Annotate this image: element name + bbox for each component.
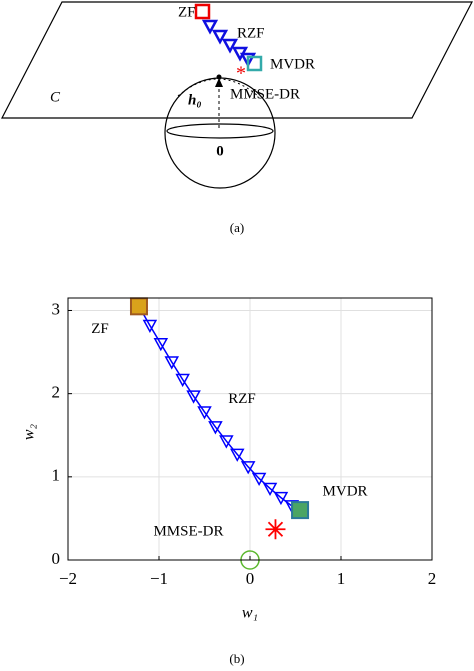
y-tick-label: 1 [52,466,61,485]
x-axis-label: w₁ [242,605,258,622]
x-tick-label: 1 [337,569,346,588]
marker [240,461,256,475]
marker [153,337,169,352]
label: RZF [237,25,265,41]
y-tick-label: 2 [52,383,61,402]
y-tick-label: 3 [52,299,61,318]
label: MMSE-DR [230,86,300,102]
plane [1,1,473,119]
mvdr-marker [246,55,263,72]
x-tick-label: −1 [150,569,168,588]
caption: (a) [230,220,244,235]
sphere-equator [166,123,274,139]
marker [273,491,289,506]
marker [219,435,234,449]
point [216,74,222,80]
point-label: MVDR [323,484,368,500]
marker [164,356,180,370]
x-tick-label: 2 [428,569,437,588]
y-axis-label: w₂ [21,423,38,440]
marker [265,519,286,540]
marker [175,373,190,388]
label: ZF [178,4,196,20]
mmse-star: * [236,63,246,85]
plot-frame [67,297,433,561]
point-label: MMSE-DR [153,524,223,540]
origin-label: 0 [216,143,224,159]
marker [129,297,148,316]
marker [186,390,201,404]
caption: (b) [229,651,244,666]
diagram: * ZF RZF MVDR MMSE-DR C h₀ 0 (a) [1,1,473,235]
marker [208,421,223,435]
marker [262,482,278,497]
point-label: RZF [228,391,256,407]
marker [197,406,212,420]
marker [229,448,245,462]
marker [142,319,158,334]
x-tick-label: −2 [59,569,77,588]
arrow-head [215,78,223,87]
zf-marker [194,3,211,20]
vector-label: h₀ [188,92,202,108]
label: MVDR [270,56,315,72]
marks [129,297,310,570]
set-label: C [50,89,61,105]
marker [251,472,267,487]
rzf-markers [201,19,257,68]
point-label: ZF [91,321,109,337]
x-tick-label: 0 [246,569,255,588]
y-tick-label: 0 [52,549,61,568]
marker [291,501,310,520]
